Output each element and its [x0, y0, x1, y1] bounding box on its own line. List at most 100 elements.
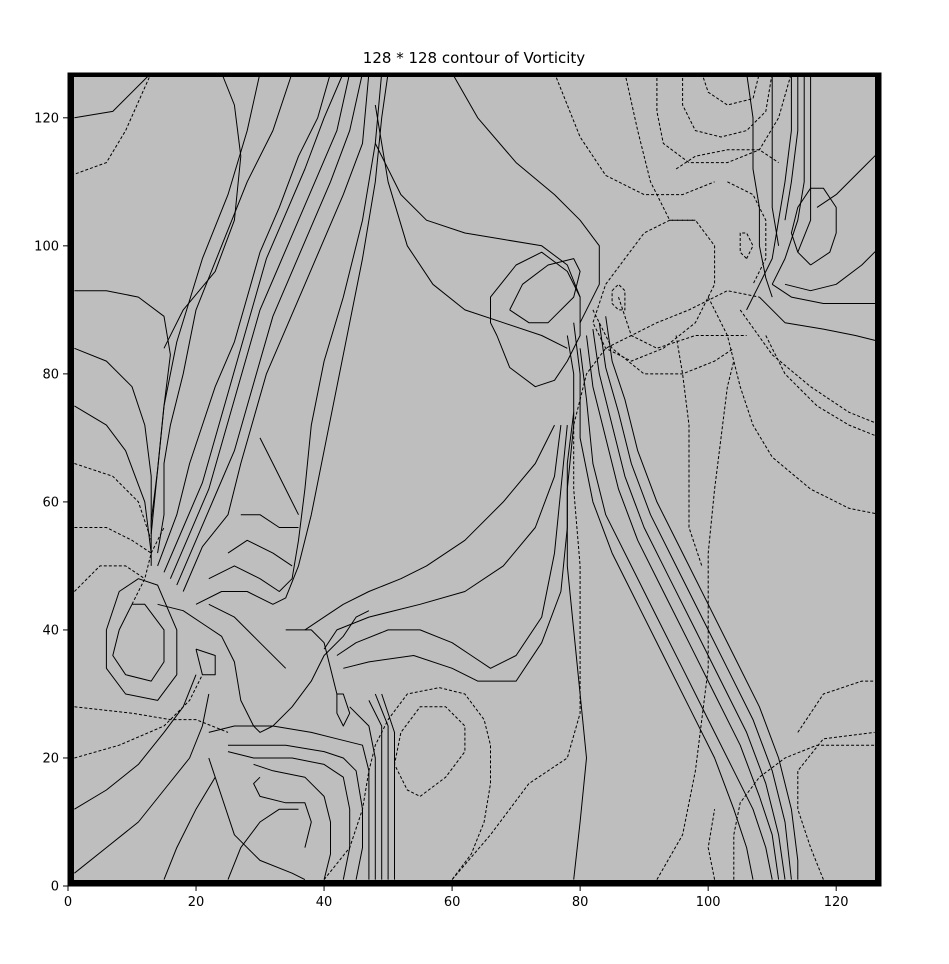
positive-contour-line-48 [163, 72, 242, 349]
positive-contour-line-73 [374, 104, 568, 349]
y-tick-label: 100 [34, 239, 59, 254]
positive-contour-line-64 [374, 693, 389, 880]
positive-contour-line-59 [227, 808, 299, 880]
negative-contour-line-1 [323, 687, 491, 880]
positive-contour-line-72 [208, 603, 287, 669]
wall-boundary-bottom [68, 880, 881, 886]
positive-contour-line-57 [253, 763, 331, 880]
negative-contour-line-26 [74, 706, 229, 733]
positive-contour-line-42 [163, 72, 344, 573]
negative-contour-line-30 [797, 680, 881, 733]
y-tick-label: 0 [51, 880, 59, 895]
positive-contour-line-61 [208, 725, 370, 880]
x-axis: 0 20 40 60 80 100 120 [64, 886, 849, 910]
negative-contour-line-22 [739, 232, 754, 259]
positive-contour-line-68 [304, 424, 555, 631]
positive-contour-line-40 [157, 603, 370, 733]
negative-contour-line-24 [74, 463, 152, 541]
y-tick-label: 60 [42, 495, 59, 510]
x-tick-label: 60 [444, 895, 461, 910]
y-tick-label: 20 [42, 751, 59, 766]
positive-contour-line-51 [227, 539, 293, 567]
negative-contour-line-23 [611, 283, 626, 311]
positive-contour-line-56 [227, 751, 351, 880]
x-tick-label: 80 [572, 895, 589, 910]
wall-boundary-left [68, 73, 74, 886]
positive-contour-line-94 [784, 245, 882, 292]
negative-contour-line-20 [675, 149, 779, 170]
positive-contour-line-92 [771, 283, 881, 304]
positive-contour-line-45 [182, 72, 370, 592]
positive-contour-line-37 [112, 603, 165, 682]
negative-contour-line-8 [765, 335, 882, 439]
positive-contour-line-58 [253, 776, 312, 848]
positive-contour-line-31 [74, 72, 152, 119]
negative-contour-line-3 [451, 290, 760, 880]
positive-contour-line-81 [592, 329, 786, 880]
positive-contour-line-41 [157, 72, 331, 567]
positive-contour-line-70 [336, 425, 568, 669]
negative-contour-line-21 [727, 181, 767, 285]
positive-contour-line-90 [797, 73, 812, 253]
positive-contour-line-33 [74, 347, 152, 528]
negative-contour-line-7 [707, 809, 716, 880]
positive-contour-line-55 [228, 744, 363, 880]
plot-background [68, 73, 881, 886]
positive-contour-line-79 [579, 348, 773, 880]
positive-contour-line-46 [157, 72, 293, 554]
positive-contour-line-36 [74, 674, 197, 810]
positive-contour-line-78 [566, 335, 587, 880]
x-tick-label: 120 [824, 895, 849, 910]
y-tick-label: 120 [34, 111, 59, 126]
negative-contour-line-5 [733, 744, 881, 880]
positive-contour-line-32 [74, 290, 171, 566]
positive-contour-line-43 [169, 72, 351, 579]
positive-contour-line-65 [381, 693, 395, 880]
wall-boundary-right [875, 73, 881, 886]
positive-contour-line-82 [598, 322, 792, 880]
negative-contour-line-18 [682, 72, 773, 138]
negative-contour-line-11 [675, 335, 703, 567]
positive-contour-line-34 [74, 405, 152, 554]
positive-contour-line-77 [490, 251, 581, 388]
positive-contour-line-35 [74, 693, 210, 874]
positive-contour-line-53 [259, 437, 299, 515]
y-axis: 0 20 40 60 80 100 120 [34, 111, 68, 895]
positive-contour-line-52 [240, 514, 299, 528]
wall-boundary-top [68, 73, 881, 77]
positive-contour-line-62 [349, 706, 376, 880]
positive-contour-line-66 [336, 693, 351, 727]
positive-contour-line-38 [105, 578, 178, 701]
positive-contour-line-95 [816, 149, 882, 208]
x-tick-label: 100 [696, 895, 721, 910]
negative-contour-line-9 [739, 309, 882, 426]
positive-contour-line-44 [176, 72, 363, 586]
chart-title: 128 * 128 contour of Vorticity [363, 49, 586, 67]
negative-contour-line-17 [656, 72, 792, 164]
positive-contour-line-74 [451, 72, 600, 323]
positive-contour-line-69 [323, 425, 562, 650]
positive-contour-line-84 [573, 322, 754, 880]
positive-contour-line-83 [605, 316, 799, 880]
positive-contour-line-63 [368, 700, 383, 880]
negative-contour-line-25 [74, 527, 152, 554]
positive-contour-line-93 [759, 296, 882, 343]
negative-contour-line-2 [394, 706, 466, 797]
y-tick-label: 40 [42, 623, 59, 638]
positive-contour-line-85 [746, 72, 773, 298]
x-tick-label: 0 [64, 895, 72, 910]
y-tick-label: 80 [42, 367, 59, 382]
negative-contour-line-16 [554, 72, 715, 196]
positive-contour-line-86 [771, 73, 780, 246]
positive-contour-line-89 [771, 73, 805, 285]
positive-contour-line-91 [790, 187, 837, 266]
positive-contour-line-67 [285, 629, 338, 695]
positive-contour-line-49 [195, 72, 389, 605]
negative-contour-line-14 [592, 219, 716, 362]
negative-contour-line-0 [71, 72, 152, 176]
positive-contour-line-80 [586, 335, 780, 880]
positive-contour-line-50 [208, 72, 383, 592]
negative-contour-line-10 [707, 296, 882, 516]
positive-contour-line-60 [163, 776, 216, 880]
